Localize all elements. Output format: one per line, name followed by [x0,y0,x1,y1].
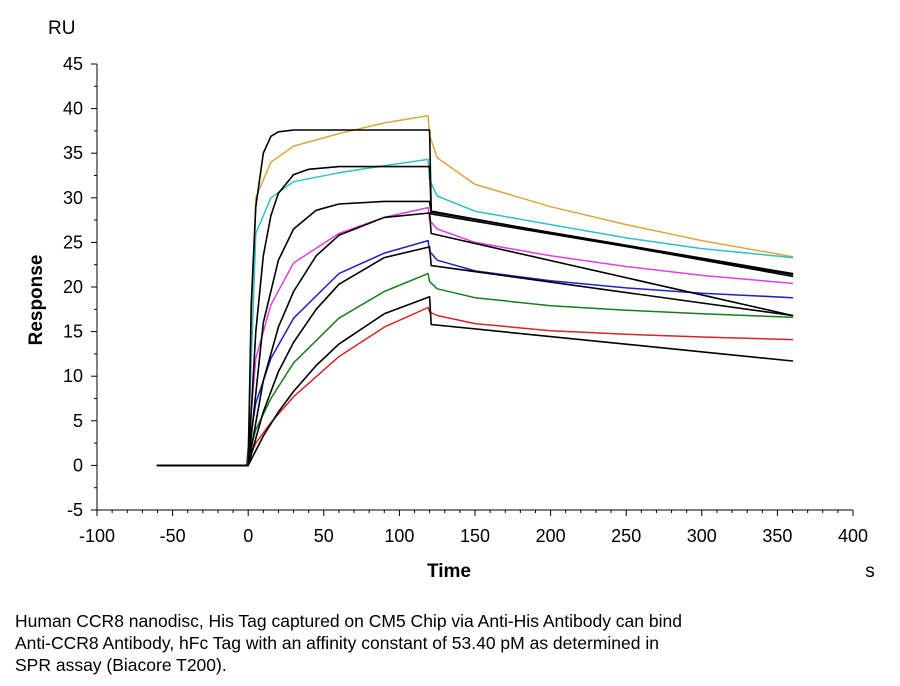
y-tick-label: 15 [63,322,83,342]
y-tick-label: 25 [63,232,83,252]
y-tick-label: 35 [63,143,83,163]
y-axis-title: Response [26,255,47,346]
x-axis-title: Time [427,561,471,582]
x-tick-label: 350 [762,526,792,546]
caption-line-2: Anti-CCR8 Antibody, hFc Tag with an affi… [15,633,659,653]
y-tick-label: 30 [63,188,83,208]
series-line-2 [156,158,794,467]
x-tick-label: 200 [536,526,566,546]
x-tick-label: 400 [838,526,868,546]
y-tick-label: 40 [63,99,83,119]
series-line-12 [156,295,794,467]
x-tick-label: -100 [79,526,115,546]
x-tick-label: 150 [460,526,490,546]
x-tick-label: 50 [314,526,334,546]
x-unit-label: s [865,561,875,582]
series-line-7 [156,129,794,467]
y-tick-label: 10 [63,366,83,386]
caption-line-3: SPR assay (Biacore T200). [15,655,227,675]
y-unit-label: RU [48,18,75,39]
x-tick-label: 100 [384,526,414,546]
figure-caption: Human CCR8 nanodisc, His Tag captured on… [15,610,875,676]
y-tick-label: 20 [63,277,83,297]
x-tick-label: 300 [687,526,717,546]
y-tick-label: 0 [73,455,83,475]
y-tick-label: 45 [63,54,83,74]
y-tick-label: 5 [73,411,83,431]
caption-line-1: Human CCR8 nanodisc, His Tag captured on… [15,611,682,631]
x-tick-label: 0 [243,526,253,546]
x-tick-label: -50 [160,526,186,546]
x-tick-label: 250 [611,526,641,546]
y-tick-label: -5 [67,500,83,520]
series-line-8 [156,165,794,467]
plot-area [156,114,794,467]
series-line-1 [156,114,794,467]
